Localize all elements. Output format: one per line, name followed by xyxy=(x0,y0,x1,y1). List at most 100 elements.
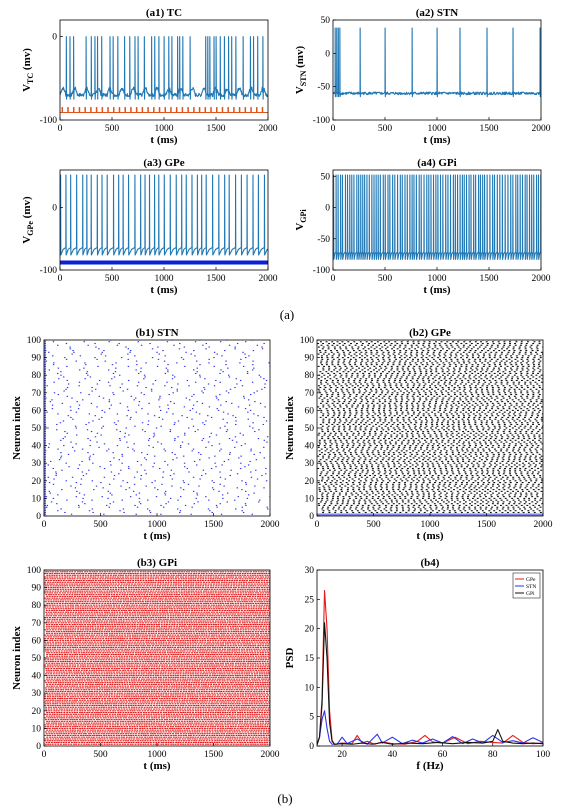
raster-dot xyxy=(419,425,422,427)
raster-dot xyxy=(245,341,247,343)
raster-dot xyxy=(527,369,530,371)
raster-dot xyxy=(349,383,352,385)
raster-dot xyxy=(428,482,431,484)
raster-dot xyxy=(459,372,462,374)
raster-dot xyxy=(495,499,498,501)
raster-dot xyxy=(427,413,430,415)
raster-dot xyxy=(411,434,414,436)
raster-dot xyxy=(353,402,355,404)
raster-dot xyxy=(50,460,52,462)
raster-dot xyxy=(361,342,364,345)
raster-dot xyxy=(396,467,398,470)
raster-dot xyxy=(385,506,388,508)
raster-dot xyxy=(479,386,482,389)
raster-dot xyxy=(528,469,531,471)
raster-dot xyxy=(474,503,477,505)
raster-dot xyxy=(427,494,430,496)
raster-dot xyxy=(418,418,421,420)
raster-dot xyxy=(401,506,404,508)
raster-dot xyxy=(358,390,361,392)
y-tick-label: -100 xyxy=(40,266,58,276)
raster-dot xyxy=(91,386,93,389)
raster-dot xyxy=(244,408,247,410)
raster-dot xyxy=(360,452,363,454)
raster-dot xyxy=(347,357,350,359)
raster-dot xyxy=(441,499,443,501)
raster-dot xyxy=(439,452,442,454)
raster-dot xyxy=(456,459,459,461)
raster-dot xyxy=(450,496,453,498)
raster-dot xyxy=(444,482,447,484)
raster-dot xyxy=(461,496,464,498)
raster-dot xyxy=(523,503,526,505)
raster-dot xyxy=(422,494,425,496)
raster-dot xyxy=(343,425,346,427)
raster-dot xyxy=(426,353,429,355)
raster-dot xyxy=(445,379,448,382)
raster-dot xyxy=(425,441,428,443)
raster-dot xyxy=(481,471,484,473)
raster-dot xyxy=(521,404,524,406)
raster-dot xyxy=(44,503,46,505)
raster-dot xyxy=(331,423,334,426)
raster-dot xyxy=(438,497,441,499)
raster-dot xyxy=(380,374,382,376)
raster-dot xyxy=(422,350,425,352)
raster-dot xyxy=(259,452,261,454)
raster-dot xyxy=(502,487,505,489)
raster-dot xyxy=(480,436,483,438)
raster-dot xyxy=(443,490,446,492)
raster-dot xyxy=(471,394,473,396)
raster-dot xyxy=(431,474,434,477)
raster-dot xyxy=(440,504,443,506)
raster-dot xyxy=(44,351,46,353)
raster-dot xyxy=(525,480,528,482)
raster-dot xyxy=(376,341,379,343)
raster-dot xyxy=(466,355,469,357)
raster-dot xyxy=(191,395,193,397)
raster-dot xyxy=(409,353,412,355)
raster-dot xyxy=(236,342,239,345)
raster-dot xyxy=(485,408,488,410)
raster-dot xyxy=(488,448,491,450)
raster-dot xyxy=(348,497,351,499)
raster-dot xyxy=(118,459,120,461)
raster-dot xyxy=(345,510,348,512)
raster-dot xyxy=(476,492,478,494)
raster-dot xyxy=(482,372,484,374)
raster-dot xyxy=(491,423,494,426)
raster-dot xyxy=(440,360,443,362)
raster-dot xyxy=(347,402,350,404)
raster-dot xyxy=(417,480,420,482)
raster-dot xyxy=(187,483,190,485)
raster-dot xyxy=(509,439,512,441)
raster-dot xyxy=(384,441,387,443)
raster-dot xyxy=(465,439,468,441)
raster-dot xyxy=(355,369,358,371)
raster-dot xyxy=(78,492,81,494)
raster-dot xyxy=(396,434,399,436)
raster-dot xyxy=(121,455,124,457)
raster-dot xyxy=(392,362,395,364)
raster-dot xyxy=(98,348,100,350)
raster-dot xyxy=(321,372,324,374)
raster-dot xyxy=(123,436,126,438)
raster-dot xyxy=(542,494,543,496)
raster-dot xyxy=(52,467,54,470)
raster-dot xyxy=(336,497,339,499)
raster-dot xyxy=(400,402,403,404)
raster-dot xyxy=(69,348,72,350)
raster-dot xyxy=(485,443,487,445)
raster-dot xyxy=(223,460,226,462)
raster-dot xyxy=(469,503,471,505)
raster-dot xyxy=(482,399,485,401)
raster-dot xyxy=(385,474,388,477)
raster-dot xyxy=(48,482,51,484)
raster-dot xyxy=(430,369,433,371)
raster-dot xyxy=(219,471,221,473)
raster-dot xyxy=(518,346,521,348)
raster-dot xyxy=(65,480,67,482)
raster-dot xyxy=(512,450,514,452)
raster-dot xyxy=(374,494,377,496)
raster-dot xyxy=(501,395,504,397)
